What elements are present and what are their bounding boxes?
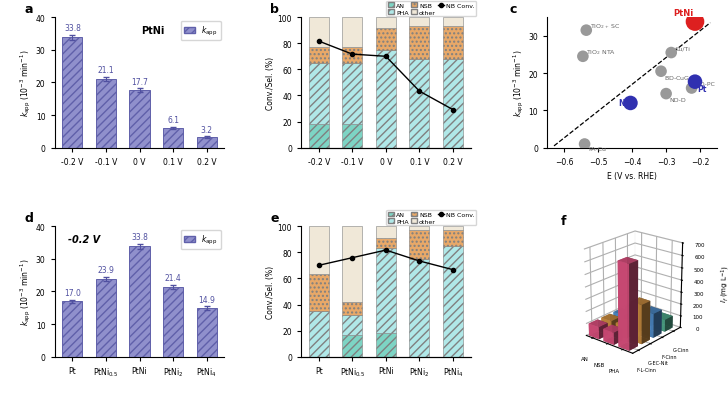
Bar (130, 91, 150, 148)
Bar (309, 18, 329, 48)
Text: 6.1: 6.1 (167, 115, 179, 124)
Point (580, 28, 592, 34)
Bar (342, 125, 363, 148)
Bar (409, 27, 430, 60)
Bar (342, 227, 363, 302)
Point (660, 91, 672, 97)
Bar (309, 125, 329, 148)
Bar (376, 28, 396, 51)
Text: 17.7: 17.7 (131, 77, 148, 86)
Text: 21.4: 21.4 (165, 273, 181, 282)
Text: 3.2: 3.2 (201, 125, 213, 134)
Legend: $k_{\mathrm{app}}$: $k_{\mathrm{app}}$ (181, 22, 221, 41)
Legend: $k_{\mathrm{app}}$: $k_{\mathrm{app}}$ (181, 231, 221, 249)
Bar (342, 48, 363, 64)
Text: BD-CuGaS$_2$: BD-CuGaS$_2$ (665, 73, 701, 82)
Bar (63, 302, 82, 357)
Bar (130, 247, 150, 357)
Point (689, 79, 701, 86)
Bar (342, 335, 363, 357)
Text: a: a (24, 3, 33, 16)
Point (577, 54, 589, 61)
Y-axis label: $k_{\mathrm{app}}$ (10$^{-3}$ min$^{-1}$): $k_{\mathrm{app}}$ (10$^{-3}$ min$^{-1}$… (511, 50, 526, 117)
Bar (409, 18, 430, 27)
Text: -0.2 V: -0.2 V (68, 234, 100, 244)
Bar (309, 48, 329, 64)
Bar (376, 18, 396, 28)
Text: ND-PC: ND-PC (695, 82, 715, 87)
Text: d: d (24, 211, 33, 224)
Text: 23.9: 23.9 (98, 265, 114, 274)
Bar (309, 275, 329, 311)
Bar (376, 51, 396, 148)
Bar (163, 128, 183, 148)
Point (579, 142, 590, 148)
Bar (96, 80, 116, 148)
X-axis label: E (V vs. RHE): E (V vs. RHE) (607, 172, 657, 181)
Point (689, 19, 701, 26)
Text: TiO$_{2+}$ SC: TiO$_{2+}$ SC (590, 22, 620, 31)
Bar (309, 311, 329, 357)
Y-axis label: Conv./Sel. (%): Conv./Sel. (%) (266, 57, 274, 110)
Bar (409, 227, 430, 231)
Bar (443, 60, 463, 148)
Bar (443, 27, 463, 60)
Bar (409, 60, 430, 148)
Bar (63, 38, 82, 148)
Text: Cu/Ti: Cu/Ti (675, 47, 690, 51)
Text: Pt: Pt (697, 84, 707, 93)
Text: b: b (270, 3, 280, 16)
Bar (443, 231, 463, 246)
Bar (342, 18, 363, 48)
Bar (443, 227, 463, 231)
Point (625, 101, 636, 107)
Bar (163, 287, 183, 357)
Bar (409, 259, 430, 357)
Text: 33.8: 33.8 (131, 233, 148, 241)
Legend: AN, PHA, NSB, other, NB Conv.: AN, PHA, NSB, other, NB Conv. (387, 2, 476, 17)
Bar (443, 18, 463, 27)
Y-axis label: Conv./Sel. (%): Conv./Sel. (%) (266, 265, 274, 318)
Bar (309, 227, 329, 275)
Bar (197, 138, 217, 148)
Bar (376, 238, 396, 249)
Text: c: c (510, 3, 517, 16)
Y-axis label: $k_{\mathrm{app}}$ (10$^{-3}$ min$^{-1}$): $k_{\mathrm{app}}$ (10$^{-3}$ min$^{-1}$… (18, 50, 33, 117)
Bar (342, 302, 363, 315)
Point (665, 50, 677, 57)
Y-axis label: $k_{\mathrm{app}}$ (10$^{-3}$ min$^{-1}$): $k_{\mathrm{app}}$ (10$^{-3}$ min$^{-1}$… (18, 258, 33, 325)
Text: PtNi: PtNi (673, 9, 693, 18)
Legend: AN, PHA, NSB, other, NB Conv.: AN, PHA, NSB, other, NB Conv. (387, 210, 476, 226)
Text: 14.9: 14.9 (198, 295, 215, 304)
Text: PA-Cu: PA-Cu (588, 146, 606, 151)
Bar (342, 64, 363, 125)
Text: 17.0: 17.0 (64, 288, 81, 297)
Text: Ni: Ni (619, 99, 628, 108)
Text: f: f (561, 214, 566, 227)
Text: ND-D: ND-D (670, 98, 687, 103)
Bar (309, 64, 329, 125)
Bar (443, 246, 463, 357)
Text: 33.8: 33.8 (64, 24, 81, 33)
Bar (342, 315, 363, 335)
Text: 21.1: 21.1 (98, 66, 114, 75)
Bar (376, 227, 396, 238)
Bar (376, 249, 396, 333)
Bar (409, 231, 430, 259)
Bar (376, 333, 396, 357)
Text: TiO$_2$ NTA: TiO$_2$ NTA (586, 48, 617, 57)
Text: PtNi: PtNi (141, 26, 165, 36)
Point (686, 85, 697, 92)
Point (655, 69, 667, 75)
Bar (197, 308, 217, 357)
Bar (96, 279, 116, 357)
Text: e: e (270, 211, 279, 224)
